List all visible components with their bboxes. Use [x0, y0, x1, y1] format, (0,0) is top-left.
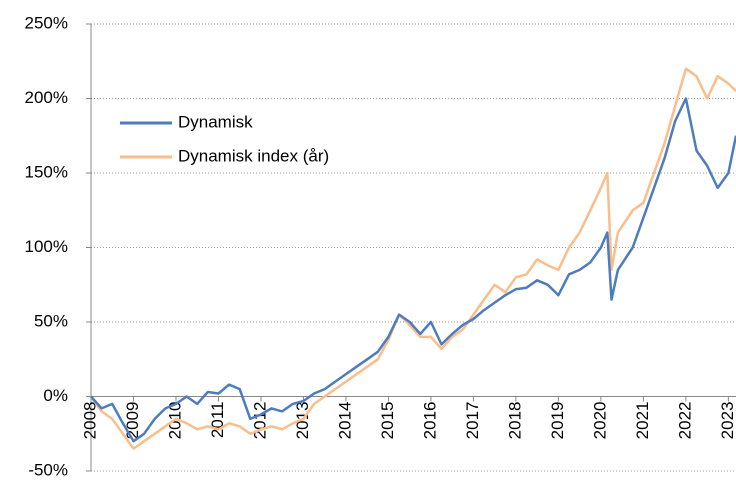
series-line: [90, 97, 736, 443]
x-tick-label: 2019: [548, 402, 567, 440]
y-tick-label: -50%: [28, 460, 68, 479]
x-tick-label: 2021: [633, 402, 652, 440]
x-tick-label: 2020: [590, 402, 609, 440]
x-tick-label: 2023: [718, 402, 736, 440]
x-tick-label: 2009: [123, 402, 142, 440]
y-tick-label: 250%: [25, 13, 68, 32]
x-tick-label: 2016: [420, 402, 439, 440]
x-tick-label: 2017: [463, 402, 482, 440]
x-tick-label: 2008: [80, 402, 99, 440]
series-line: [89, 67, 736, 450]
x-tick-label: 2011: [208, 402, 227, 439]
x-tick-label: 2022: [675, 402, 694, 440]
x-tick-label: 2018: [505, 402, 524, 440]
x-tick-label: 2015: [378, 402, 397, 440]
legend-label: Dynamisk: [178, 112, 253, 131]
legend-label: Dynamisk index (år): [178, 146, 329, 165]
x-tick-label: 2014: [335, 402, 354, 440]
y-tick-label: 100%: [25, 237, 68, 256]
y-tick-label: 150%: [25, 162, 68, 181]
y-tick-label: 0%: [43, 386, 68, 405]
y-tick-label: 200%: [25, 88, 68, 107]
y-tick-label: 50%: [34, 311, 68, 330]
